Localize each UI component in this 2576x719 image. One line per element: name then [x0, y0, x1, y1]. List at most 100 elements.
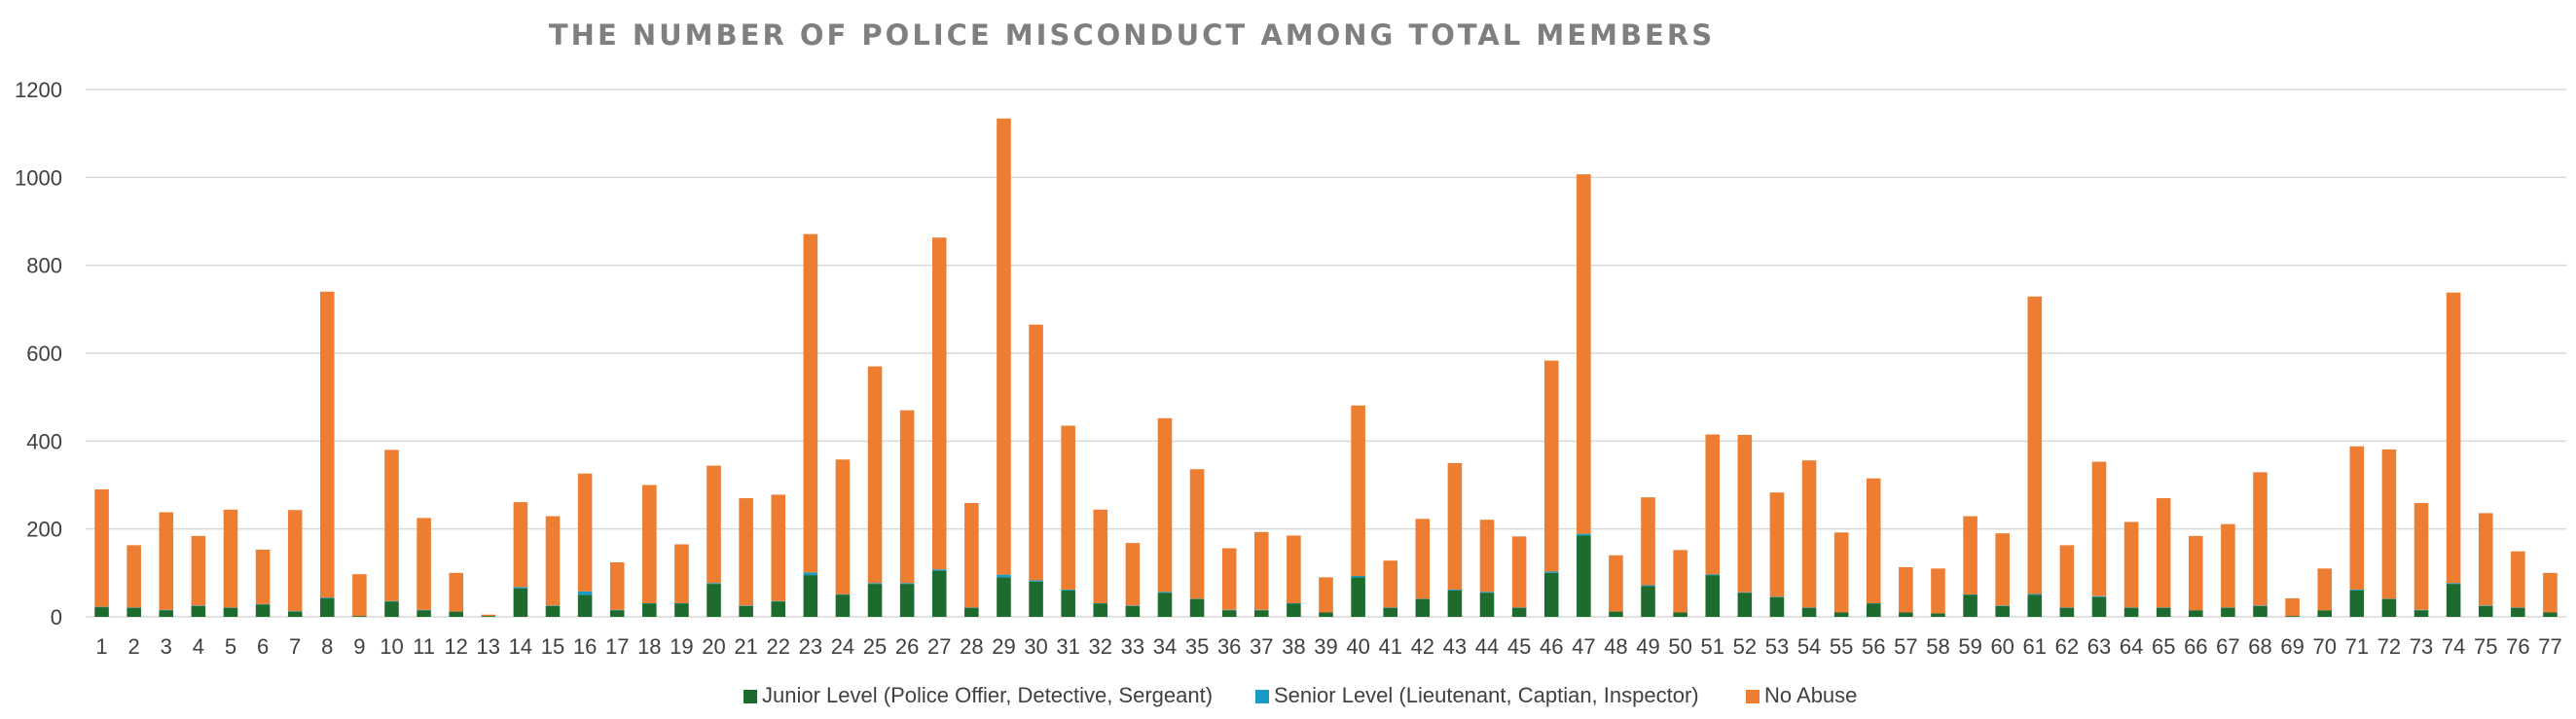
bar-segment	[1029, 580, 1043, 582]
bar-segment	[1577, 535, 1591, 617]
x-tick-label: 18	[637, 634, 661, 659]
bar-segment	[642, 485, 657, 603]
bar-segment	[417, 518, 431, 610]
bar-segment	[223, 607, 238, 617]
bar-segment	[739, 605, 753, 617]
y-tick-label: 1000	[15, 165, 62, 190]
bar-segment	[1673, 612, 1687, 617]
bar-segment	[1447, 590, 1463, 617]
bar-segment	[1415, 519, 1431, 599]
bar-segment	[384, 600, 399, 602]
bar-segment	[255, 603, 271, 605]
bar-segment	[2285, 616, 2300, 617]
bar-segment	[2511, 607, 2525, 617]
bar-segment	[2027, 593, 2043, 595]
bar-segment	[2511, 551, 2525, 608]
x-tick-label: 21	[734, 634, 757, 659]
bar-segment	[1899, 612, 1913, 617]
bar-segment	[255, 604, 271, 617]
x-tick-label: 54	[1797, 634, 1821, 659]
bar-segment	[642, 602, 657, 604]
x-tick-label: 22	[766, 634, 789, 659]
y-tick-label: 800	[26, 254, 62, 278]
bar-segment	[1737, 593, 1753, 617]
bar-segment	[1769, 596, 1785, 617]
x-tick-label: 34	[1153, 634, 1177, 659]
bar-segment	[1221, 609, 1237, 611]
bar-segment	[1125, 605, 1141, 617]
bar-segment	[803, 234, 818, 573]
bar-segment	[2156, 498, 2171, 608]
bar-segment	[2446, 583, 2461, 585]
bar-segment	[1641, 586, 1655, 617]
x-tick-label: 59	[1958, 634, 1981, 659]
x-tick-label: 48	[1604, 634, 1627, 659]
bar-segment	[1769, 492, 1785, 597]
x-tick-label: 10	[380, 634, 403, 659]
bar-segment	[287, 611, 303, 612]
bar-segment	[577, 594, 593, 617]
x-tick-label: 35	[1185, 634, 1209, 659]
legend-label: Junior Level (Police Offier, Detective, …	[762, 683, 1213, 707]
bar-segment	[513, 587, 528, 589]
legend-item: No Abuse	[1746, 683, 1857, 707]
bar-segment	[2253, 605, 2268, 606]
bar-segment	[384, 601, 399, 617]
bar-segment	[2446, 292, 2461, 584]
x-tick-label: 33	[1121, 634, 1144, 659]
legend-label: Senior Level (Lieutenant, Captian, Inspe…	[1274, 683, 1699, 707]
x-tick-label: 45	[1507, 634, 1531, 659]
bar-segment	[2478, 605, 2493, 606]
x-tick-label: 37	[1250, 634, 1273, 659]
bar-segment	[739, 498, 753, 606]
x-tick-label: 68	[2248, 634, 2271, 659]
x-tick-label: 43	[1443, 634, 1467, 659]
bar-segment	[1415, 598, 1431, 599]
bar-segment	[771, 494, 786, 601]
bar-segment	[1995, 605, 2010, 606]
bar-segment	[1511, 607, 1527, 617]
bar-segment	[2027, 594, 2043, 617]
bar-segment	[1029, 581, 1043, 617]
bar-segment	[1351, 575, 1365, 578]
bar-segment	[1577, 533, 1591, 536]
legend-label: No Abuse	[1764, 683, 1857, 707]
gridlines	[86, 89, 2566, 618]
x-tick-label: 17	[605, 634, 629, 659]
bar-segment	[1125, 543, 1141, 606]
legend-swatch	[1255, 690, 1269, 703]
x-tick-label: 64	[2120, 634, 2143, 659]
x-tick-label: 39	[1314, 634, 1337, 659]
x-tick-label: 44	[1475, 634, 1499, 659]
x-tick-label: 14	[509, 634, 532, 659]
bar-segment	[94, 606, 109, 608]
bar-segment	[1029, 324, 1043, 581]
bar-segment	[642, 603, 657, 617]
x-tick-label: 72	[2377, 634, 2401, 659]
legend-item: Senior Level (Lieutenant, Captian, Inspe…	[1255, 683, 1699, 707]
x-tick-label: 71	[2345, 634, 2369, 659]
bar-segment	[1769, 596, 1785, 597]
x-tick-label: 6	[257, 634, 269, 659]
x-tick-label: 9	[353, 634, 365, 659]
x-tick-label: 15	[541, 634, 564, 659]
x-tick-label: 46	[1540, 634, 1563, 659]
bar-segment	[707, 465, 721, 584]
x-tick-label: 29	[992, 634, 1015, 659]
x-tick-label: 12	[444, 634, 467, 659]
bar-segment	[1061, 425, 1075, 590]
bar-segment	[2156, 607, 2171, 609]
bar-segment	[1319, 612, 1333, 617]
legend: Junior Level (Police Offier, Detective, …	[744, 683, 1857, 707]
bar-segment	[2511, 607, 2525, 609]
bar-segment	[1543, 571, 1559, 573]
bar-segment	[1415, 598, 1431, 617]
bar-segment	[2381, 449, 2397, 599]
bar-segment	[1737, 435, 1753, 593]
bar-segment	[352, 616, 367, 617]
x-tick-label: 65	[2152, 634, 2175, 659]
bar-segment	[159, 512, 174, 610]
bar-segment	[1801, 607, 1817, 617]
bar-segment	[1511, 536, 1527, 608]
bar-segment	[1577, 174, 1591, 534]
